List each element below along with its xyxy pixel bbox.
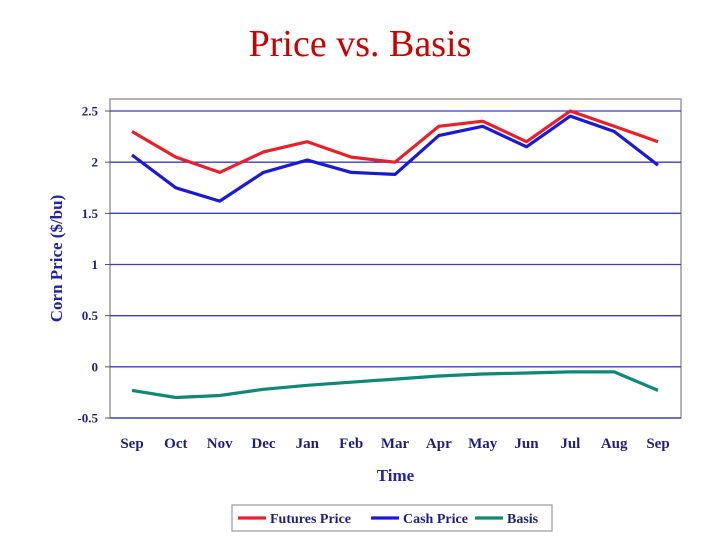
x-tick-label: Sep	[646, 436, 669, 452]
x-tick-label: Jul	[560, 436, 580, 452]
y-axis-ticks: -0.5 0 0.5 1 1.5 2 2.5	[77, 104, 110, 426]
x-axis-label: Time	[377, 466, 415, 485]
x-tick-label: Jun	[514, 436, 539, 452]
legend-entry-label: Futures Price	[270, 512, 351, 527]
slide-title: Price vs. Basis	[248, 23, 472, 65]
x-tick-label: Dec	[251, 436, 275, 452]
x-tick-label: Jan	[296, 436, 320, 452]
x-tick-label: Mar	[381, 436, 410, 452]
y-tick-label: 2.5	[82, 104, 99, 119]
x-tick-label: Oct	[164, 436, 187, 452]
x-tick-label: Aug	[601, 436, 628, 452]
x-tick-label: Nov	[207, 436, 233, 452]
legend-entry-label: Cash Price	[403, 512, 468, 527]
plot-frame	[109, 98, 682, 419]
y-tick-label: 1.5	[82, 206, 99, 221]
series-line-basis	[131, 370, 659, 400]
y-tick-label: 2	[92, 155, 99, 170]
series-line-cash-price	[131, 114, 659, 203]
x-tick-label: Apr	[426, 436, 452, 452]
plot-area	[109, 98, 682, 419]
x-tick-label: Sep	[120, 436, 143, 452]
x-tick-label: Feb	[339, 436, 363, 452]
x-tick-label: May	[468, 436, 498, 452]
series-lines	[131, 109, 659, 400]
y-tick-label: 0.5	[82, 308, 99, 323]
legend: Futures Price Cash Price Basis	[231, 504, 553, 532]
series-line-futures-price	[131, 109, 659, 174]
legend-entry-label: Basis	[507, 512, 539, 527]
y-tick-label: 0	[92, 359, 99, 374]
y-axis-label: Corn Price ($/bu)	[47, 195, 66, 322]
x-axis-ticks: Sep Oct Nov Dec Jan Feb Mar Apr May Jun Jul Aug Sep	[120, 436, 669, 452]
y-tick-label: 1	[92, 257, 99, 272]
y-tick-label: -0.5	[77, 411, 98, 426]
